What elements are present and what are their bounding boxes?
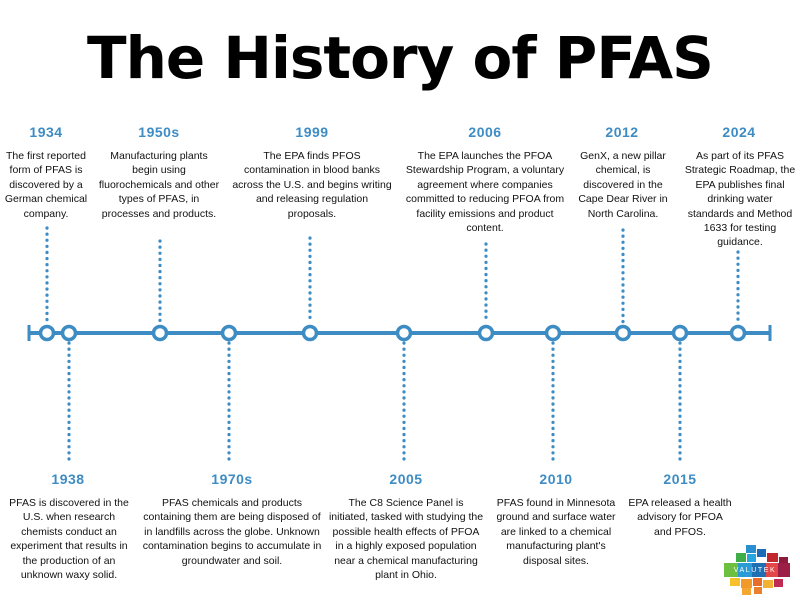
event-text-1970s: PFAS chemicals and products containing t… — [142, 497, 322, 567]
event-text-2005: The C8 Science Panel is initiated, taske… — [328, 497, 484, 582]
event-year-1999: 1999 — [295, 124, 329, 140]
event-year-2010: 2010 — [539, 471, 573, 487]
event-year-1938: 1938 — [51, 471, 85, 487]
event-year-1934: 1934 — [29, 124, 63, 140]
event-text-1938: PFAS is discovered in the U.S. when rese… — [9, 497, 129, 582]
logo-mosaic — [724, 545, 790, 595]
timeline-node-2012 — [614, 324, 632, 342]
event-text-1950s: Manufacturing plants begin using fluoroc… — [98, 150, 220, 220]
event-text-2010: PFAS found in Minnesota ground and surfa… — [496, 497, 616, 567]
event-year-2005: 2005 — [389, 471, 423, 487]
event-text-1999: The EPA finds PFOS contamination in bloo… — [232, 150, 392, 220]
event-text-2006: The EPA launches the PFOA Stewardship Pr… — [405, 150, 565, 235]
timeline-node-2010 — [544, 324, 562, 342]
timeline-node-2024 — [729, 324, 747, 342]
timeline-node-1938 — [60, 324, 78, 342]
page-title: The History of PFAS — [87, 24, 714, 92]
event-year-1970s: 1970s — [211, 471, 253, 487]
event-year-1950s: 1950s — [138, 124, 180, 140]
event-text-1934: The first reported form of PFAS is disco… — [4, 150, 88, 220]
timeline-node-1999 — [301, 324, 319, 342]
timeline-node-2005 — [395, 324, 413, 342]
event-year-2012: 2012 — [605, 124, 639, 140]
timeline-node-2015 — [671, 324, 689, 342]
event-year-2015: 2015 — [663, 471, 697, 487]
valutek-logo: VALUTEK — [724, 545, 792, 595]
timeline-node-1970s — [220, 324, 238, 342]
timeline-node-2006 — [477, 324, 495, 342]
logo-text: VALUTEK — [733, 567, 777, 574]
event-year-2024: 2024 — [722, 124, 756, 140]
event-text-2024: As part of its PFAS Strategic Roadmap, t… — [684, 150, 796, 249]
event-text-2015: EPA released a health advisory for PFOA … — [628, 497, 732, 538]
timeline-node-1934 — [38, 324, 56, 342]
timeline-node-1950s — [151, 324, 169, 342]
event-year-2006: 2006 — [468, 124, 502, 140]
event-text-2012: GenX, a new pillar chemical, is discover… — [578, 150, 668, 220]
